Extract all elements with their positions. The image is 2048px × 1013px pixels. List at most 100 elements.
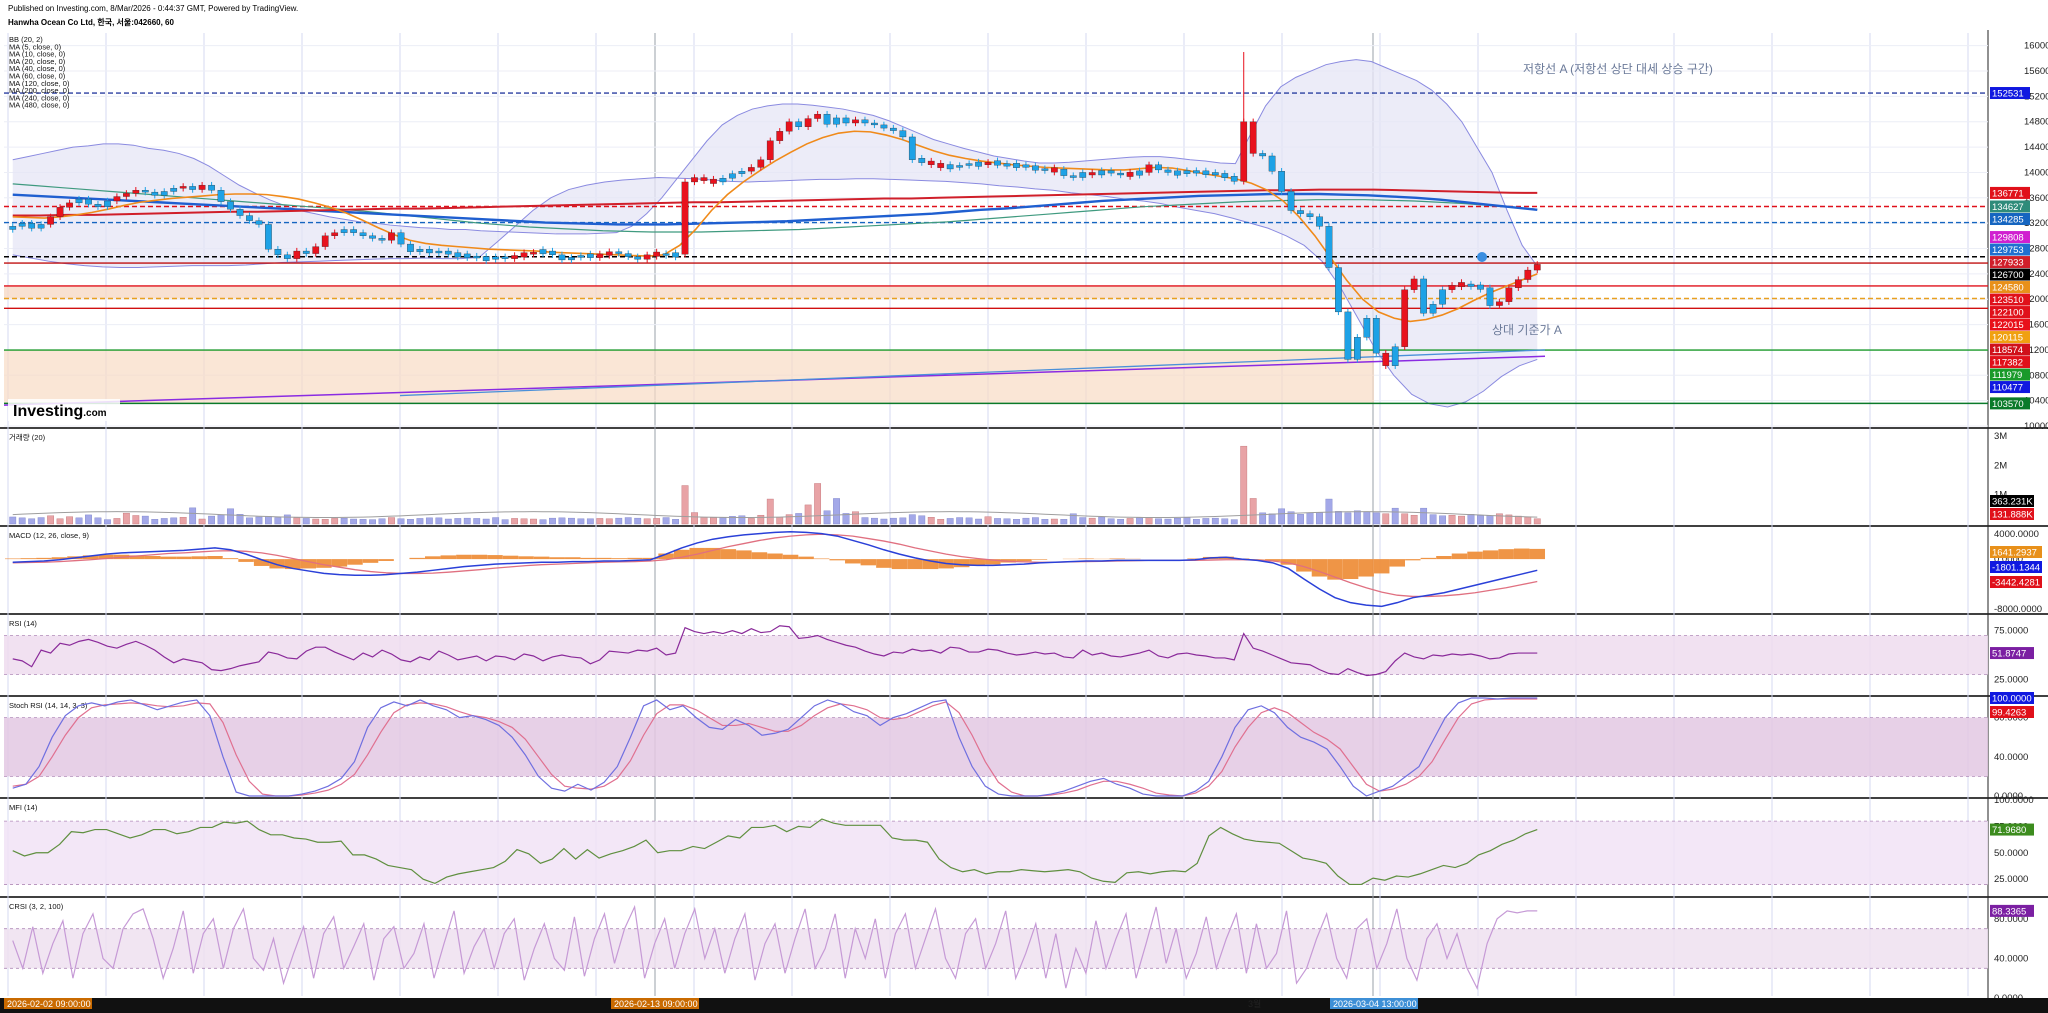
indicator-legend-item: MA (480, close, 0) [9,101,70,110]
volume-bar [1316,512,1323,525]
volume-bar [104,519,111,525]
candle-body [994,160,1001,166]
price-tag-label: 129753 [1992,245,2024,256]
candle-body [871,122,878,126]
price-tag-label: 103570 [1992,399,2024,410]
volume-bar [1524,516,1532,525]
indicator-band [4,928,1988,969]
volume-bar [814,483,822,525]
volume-bar [710,517,717,525]
volume-bar [889,517,897,525]
volume-bar [1410,514,1418,525]
candle-body [170,188,178,192]
volume-bar [1069,513,1077,525]
price-tag [1990,231,2030,244]
candle-body [719,178,727,183]
volume-bar [795,513,803,525]
indicator-line [12,818,1538,886]
indicator-tag-label: 71.9680 [1992,825,2026,836]
indicator-band [4,635,1988,675]
volume-bar [1174,517,1181,525]
candle-body [407,243,414,252]
candle-body [766,140,774,160]
price-tag-label: 110477 [1992,383,2023,394]
symbol-title: Hanwha Ocean Co Ltd, 한국, 서울:042660, 60 [8,18,174,27]
price-tag [1990,87,2030,100]
volume-bar [1164,518,1172,525]
volume-bar [1249,498,1257,525]
candle-body [965,163,973,166]
volume-bar [1429,514,1437,525]
candle-body [18,223,26,227]
volume-bar [1022,517,1030,525]
candle-body [596,253,604,258]
investing-logo: Investing.com [13,403,107,420]
macd-histogram-bar [891,559,908,570]
volume-bar [217,514,225,525]
price-tag [1990,200,2030,213]
indicator-tag-label: 99.4263 [1992,708,2026,719]
volume-bar [1050,518,1058,525]
volume-bar [435,517,443,525]
macd-histogram-bar [1420,557,1437,560]
candle-body [577,255,585,258]
indicator-title: RSI (14) [9,619,37,628]
indicator-tick-label: 0.0000 [1994,791,2023,802]
volume-bar [132,515,140,525]
volume-tick-label: 2M [1994,460,2007,471]
volume-bar [1240,445,1248,525]
candle-body [66,202,73,208]
macd-histogram-bar [845,559,861,564]
volume-bar [189,507,197,525]
candle-body [56,207,64,217]
volume-bar [454,518,462,525]
volume-bar [28,518,36,525]
indicator-title: MFI (14) [9,803,38,812]
candle-body [397,232,405,245]
volume-bar [691,512,698,525]
candle-body [454,252,462,258]
candle-body [246,215,253,221]
macd-histogram-bar [1031,559,1048,560]
candle-body [94,203,102,207]
candle-body [1458,282,1465,288]
price-tag [1990,293,2030,306]
volume-bar [283,514,291,525]
volume-bar [1391,507,1399,525]
volume-bar [265,516,272,525]
indicator-line [12,697,1538,797]
candle-body [217,190,225,202]
candle-body [1230,176,1238,182]
volume-bar [1297,514,1304,525]
candle-body [1524,269,1532,280]
price-tick-label: 116000 [2024,320,2048,331]
volume-bar [1098,516,1106,525]
time-label-box [611,998,699,1009]
volume-bar [56,518,64,525]
indicator-tick-label: 80.0000 [1994,914,2028,925]
candle-body [814,113,821,119]
volume-bar [85,514,92,525]
price-tag-label: 124580 [1992,283,2024,294]
volume-bar [738,515,746,525]
candle-body [435,250,443,254]
macd-histogram-bar [1436,556,1452,560]
macd-histogram-bar [82,555,99,560]
volume-bar [539,519,547,525]
volume-bar [1155,518,1162,525]
indicator-legend-item: MA (5, close, 0) [9,42,62,51]
macd-histogram-bar [611,558,628,560]
candle-body [1297,210,1304,214]
candle-body [568,257,575,261]
macd-histogram-bar [4,558,21,560]
volume-bar [501,519,509,525]
candle-body [1287,191,1295,211]
indicator-legend-item: BB (20, 2) [9,35,43,44]
macd-histogram-bar [1405,559,1421,561]
volume-bar [804,504,812,525]
candle-body [482,256,490,262]
volume-bar [586,518,594,525]
candle-body [1060,169,1068,176]
macd-histogram-bar [658,553,674,560]
